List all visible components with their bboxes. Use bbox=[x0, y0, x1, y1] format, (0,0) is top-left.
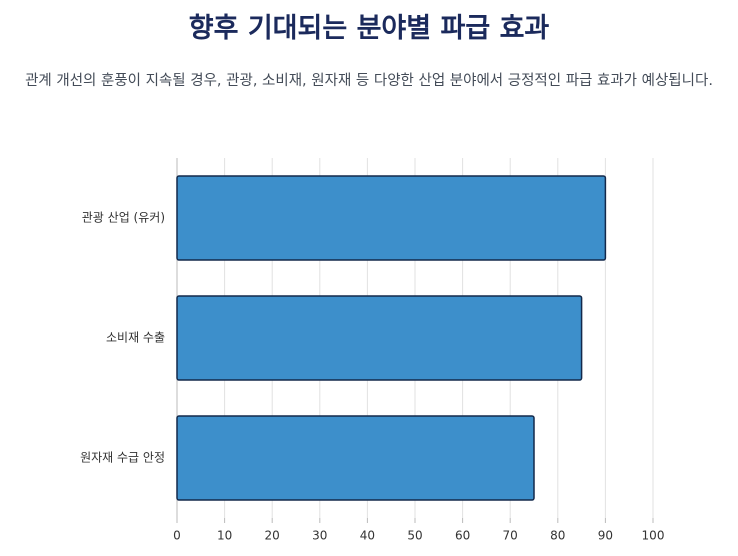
x-tick-label: 60 bbox=[455, 529, 470, 543]
bar bbox=[176, 295, 583, 381]
x-tick-label: 20 bbox=[265, 529, 280, 543]
x-tick-label: 30 bbox=[312, 529, 327, 543]
y-tick-label: 원자재 수급 안정 bbox=[80, 451, 165, 465]
y-tick-label: 소비재 수출 bbox=[106, 331, 165, 345]
y-tick-label: 관광 산업 (유커) bbox=[82, 211, 165, 225]
x-tick-label: 90 bbox=[598, 529, 613, 543]
bar bbox=[176, 175, 607, 261]
x-tick-label: 100 bbox=[642, 529, 665, 543]
x-tick-label: 40 bbox=[360, 529, 375, 543]
bar bbox=[176, 415, 535, 501]
x-tick-label: 10 bbox=[217, 529, 232, 543]
x-tick-label: 80 bbox=[550, 529, 565, 543]
x-tick-label: 0 bbox=[173, 529, 181, 543]
x-tick-label: 50 bbox=[407, 529, 422, 543]
chart-subtitle: 관계 개선의 훈풍이 지속될 경우, 관광, 소비재, 원자재 등 다양한 산업… bbox=[25, 73, 713, 89]
x-tick-label: 70 bbox=[503, 529, 518, 543]
chart-title: 향후 기대되는 분야별 파급 효과 bbox=[188, 13, 550, 44]
